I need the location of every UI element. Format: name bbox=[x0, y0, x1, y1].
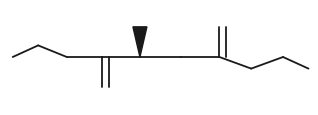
Polygon shape bbox=[133, 28, 147, 58]
